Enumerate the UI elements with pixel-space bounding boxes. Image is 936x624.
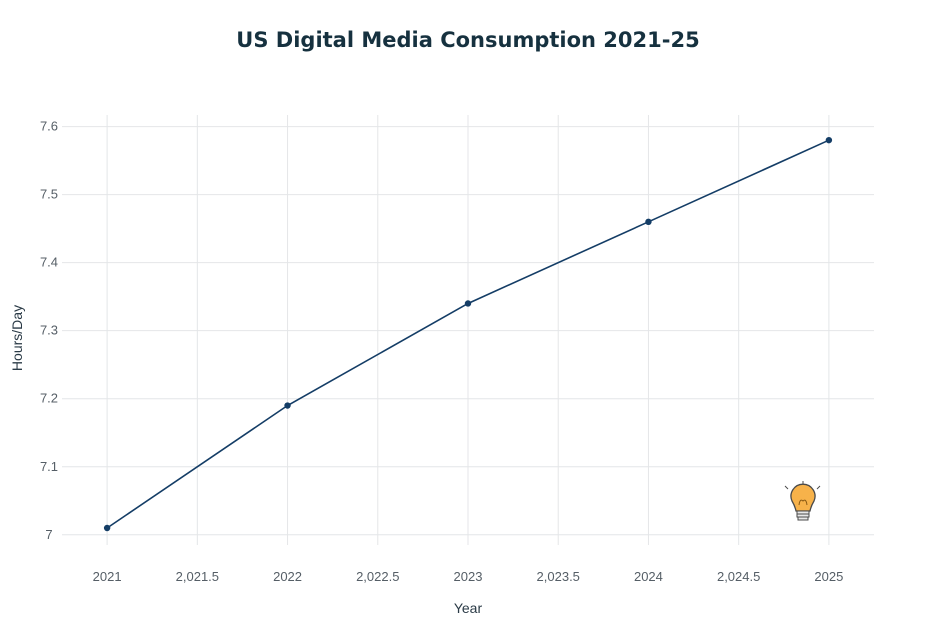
y-tick-label: 7.1 [40,459,58,474]
x-tick-label: 2021 [93,569,122,584]
lightbulb-icon [784,481,821,521]
x-tick-label: 2023 [454,569,483,584]
x-tick-label: 2,022.5 [356,569,399,584]
data-point[interactable] [645,218,652,226]
y-tick-label: 7.6 [40,119,58,134]
x-tick-label: 2025 [814,569,843,584]
y-tick-label: 7.5 [40,187,58,202]
y-axis-label: Hours/Day [9,305,25,371]
series-group [103,136,833,532]
x-tick-label: 2,024.5 [717,569,760,584]
x-tick-label: 2022 [273,569,302,584]
y-tick-label: 7.4 [40,255,58,270]
x-tick-label: 2,021.5 [176,569,219,584]
data-point[interactable] [284,402,291,409]
grid-lines [62,115,874,545]
data-point[interactable] [825,136,833,144]
x-tick-label: 2024 [634,569,663,584]
x-tick-label: 2,023.5 [537,569,580,584]
x-axis-label: Year [454,600,483,616]
y-tick-label: 7 [45,527,52,542]
y-tick-label: 7.2 [40,391,58,406]
chart-title: US Digital Media Consumption 2021-25 [236,28,699,52]
y-tick-label: 7.3 [40,323,58,338]
data-point[interactable] [103,524,111,532]
x-axis-ticks: 2021 2,021.5 2022 2,022.5 2023 2,023.5 2024 2,0… [93,569,844,584]
data-point[interactable] [464,300,472,307]
y-axis-ticks: 7 7.1 7.2 7.3 7.4 7.5 7.6 [40,119,58,542]
